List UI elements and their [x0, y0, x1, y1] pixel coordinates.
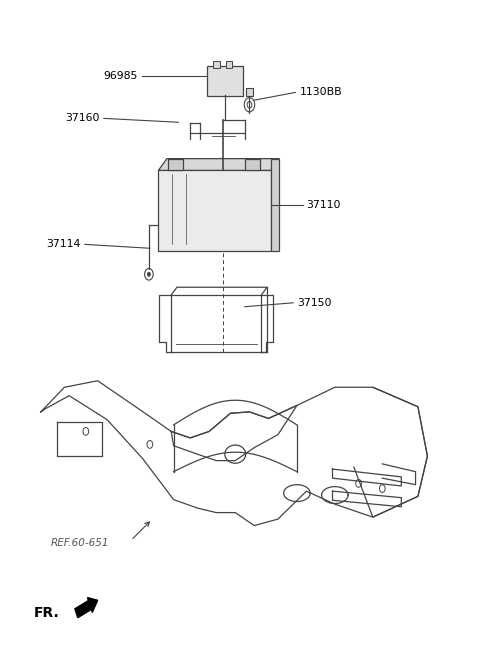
Text: 1130BB: 1130BB	[300, 87, 342, 98]
Bar	[245, 159, 260, 170]
Bar	[168, 159, 183, 170]
Polygon shape	[158, 159, 279, 170]
Text: 37150: 37150	[297, 298, 331, 308]
Bar	[246, 88, 253, 96]
Text: 37110: 37110	[306, 200, 341, 210]
FancyBboxPatch shape	[207, 66, 243, 96]
Text: FR.: FR.	[34, 607, 60, 620]
Text: 96985: 96985	[104, 71, 138, 81]
Text: 37160: 37160	[66, 113, 100, 123]
Polygon shape	[271, 159, 279, 251]
Text: 37114: 37114	[47, 239, 81, 250]
Bar	[214, 61, 219, 67]
Bar	[158, 170, 271, 251]
Bar	[226, 61, 232, 67]
FancyArrow shape	[75, 597, 97, 618]
Ellipse shape	[147, 272, 150, 276]
Text: REF.60-651: REF.60-651	[50, 538, 109, 548]
